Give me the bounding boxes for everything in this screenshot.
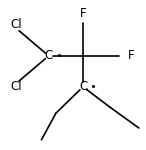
Text: Cl: Cl <box>10 18 22 32</box>
Text: Cl: Cl <box>10 80 22 93</box>
Text: C: C <box>45 49 53 62</box>
Text: F: F <box>127 49 134 62</box>
Text: F: F <box>80 7 86 20</box>
Text: C: C <box>79 80 87 93</box>
